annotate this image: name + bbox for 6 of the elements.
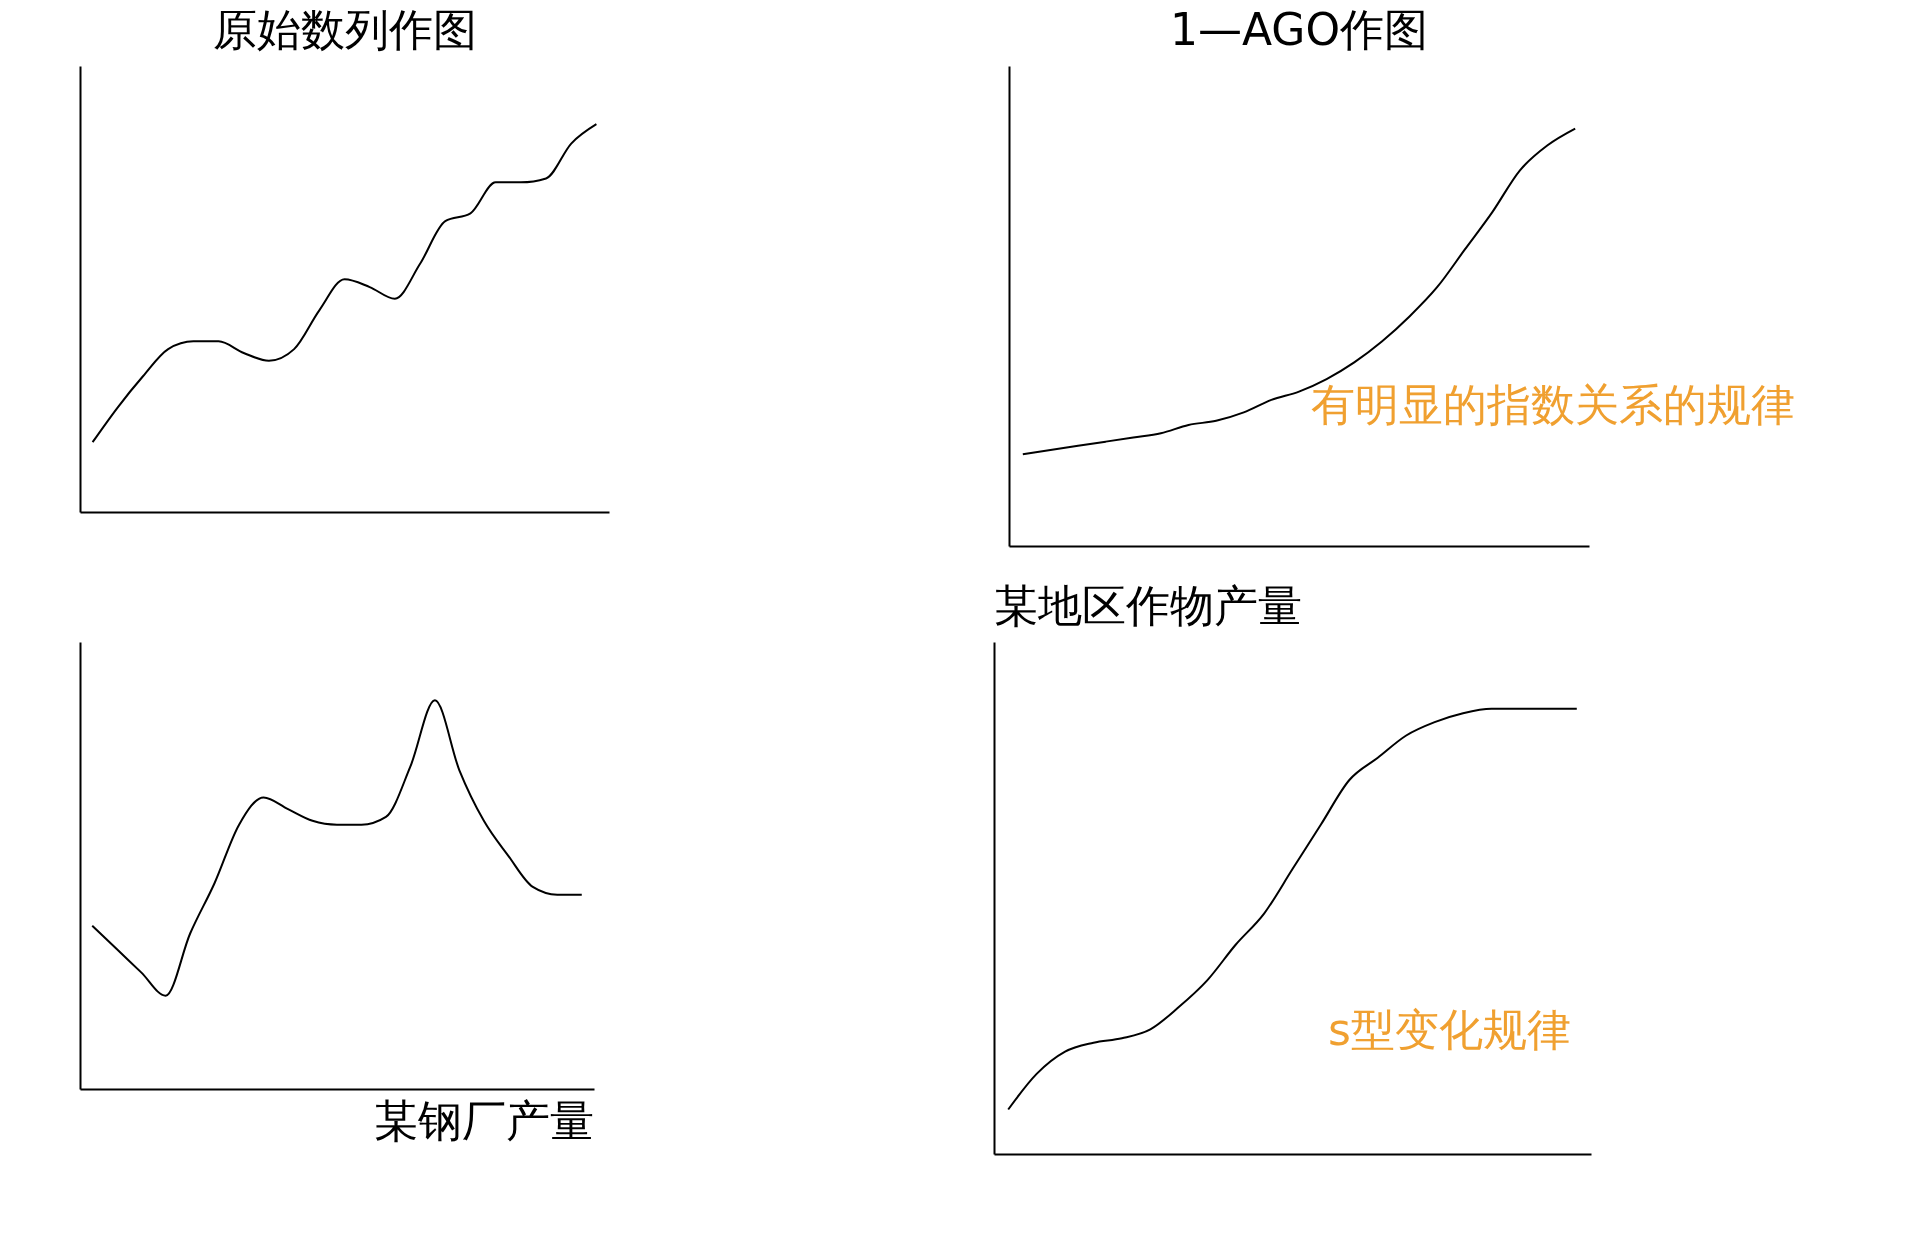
chart-title: 1—AGO作图 bbox=[1169, 4, 1429, 55]
annotation: 有明显的指数关系的规律 bbox=[1311, 379, 1795, 430]
chart-title: 原始数列作图 bbox=[212, 4, 477, 55]
text: 某钢厂产量 bbox=[374, 1095, 594, 1146]
annotation: s型变化规律 bbox=[1328, 1004, 1571, 1055]
chart-title: 某地区作物产量 bbox=[994, 580, 1302, 631]
